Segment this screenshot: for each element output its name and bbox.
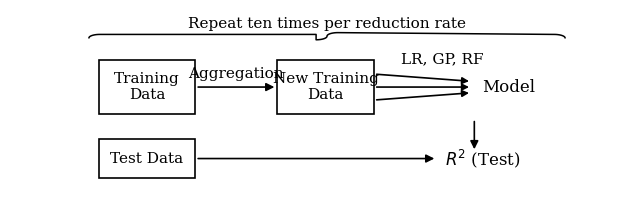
Text: Aggregation: Aggregation — [188, 66, 284, 81]
Text: Model: Model — [482, 78, 535, 96]
FancyBboxPatch shape — [277, 60, 374, 114]
Text: New Training
Data: New Training Data — [273, 72, 378, 102]
Text: Repeat ten times per reduction rate: Repeat ten times per reduction rate — [188, 17, 466, 31]
Text: LR, GP, RF: LR, GP, RF — [401, 52, 484, 66]
Text: Training
Data: Training Data — [114, 72, 180, 102]
FancyBboxPatch shape — [99, 139, 195, 178]
Text: Test Data: Test Data — [110, 151, 184, 166]
FancyBboxPatch shape — [99, 60, 195, 114]
Text: $R^2$ (Test): $R^2$ (Test) — [445, 147, 520, 170]
